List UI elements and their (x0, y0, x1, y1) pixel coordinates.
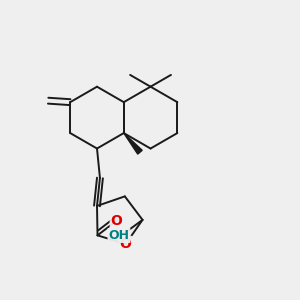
Text: O: O (120, 237, 132, 251)
Polygon shape (124, 133, 142, 154)
Text: O: O (111, 214, 123, 228)
Text: OH: OH (109, 229, 130, 242)
